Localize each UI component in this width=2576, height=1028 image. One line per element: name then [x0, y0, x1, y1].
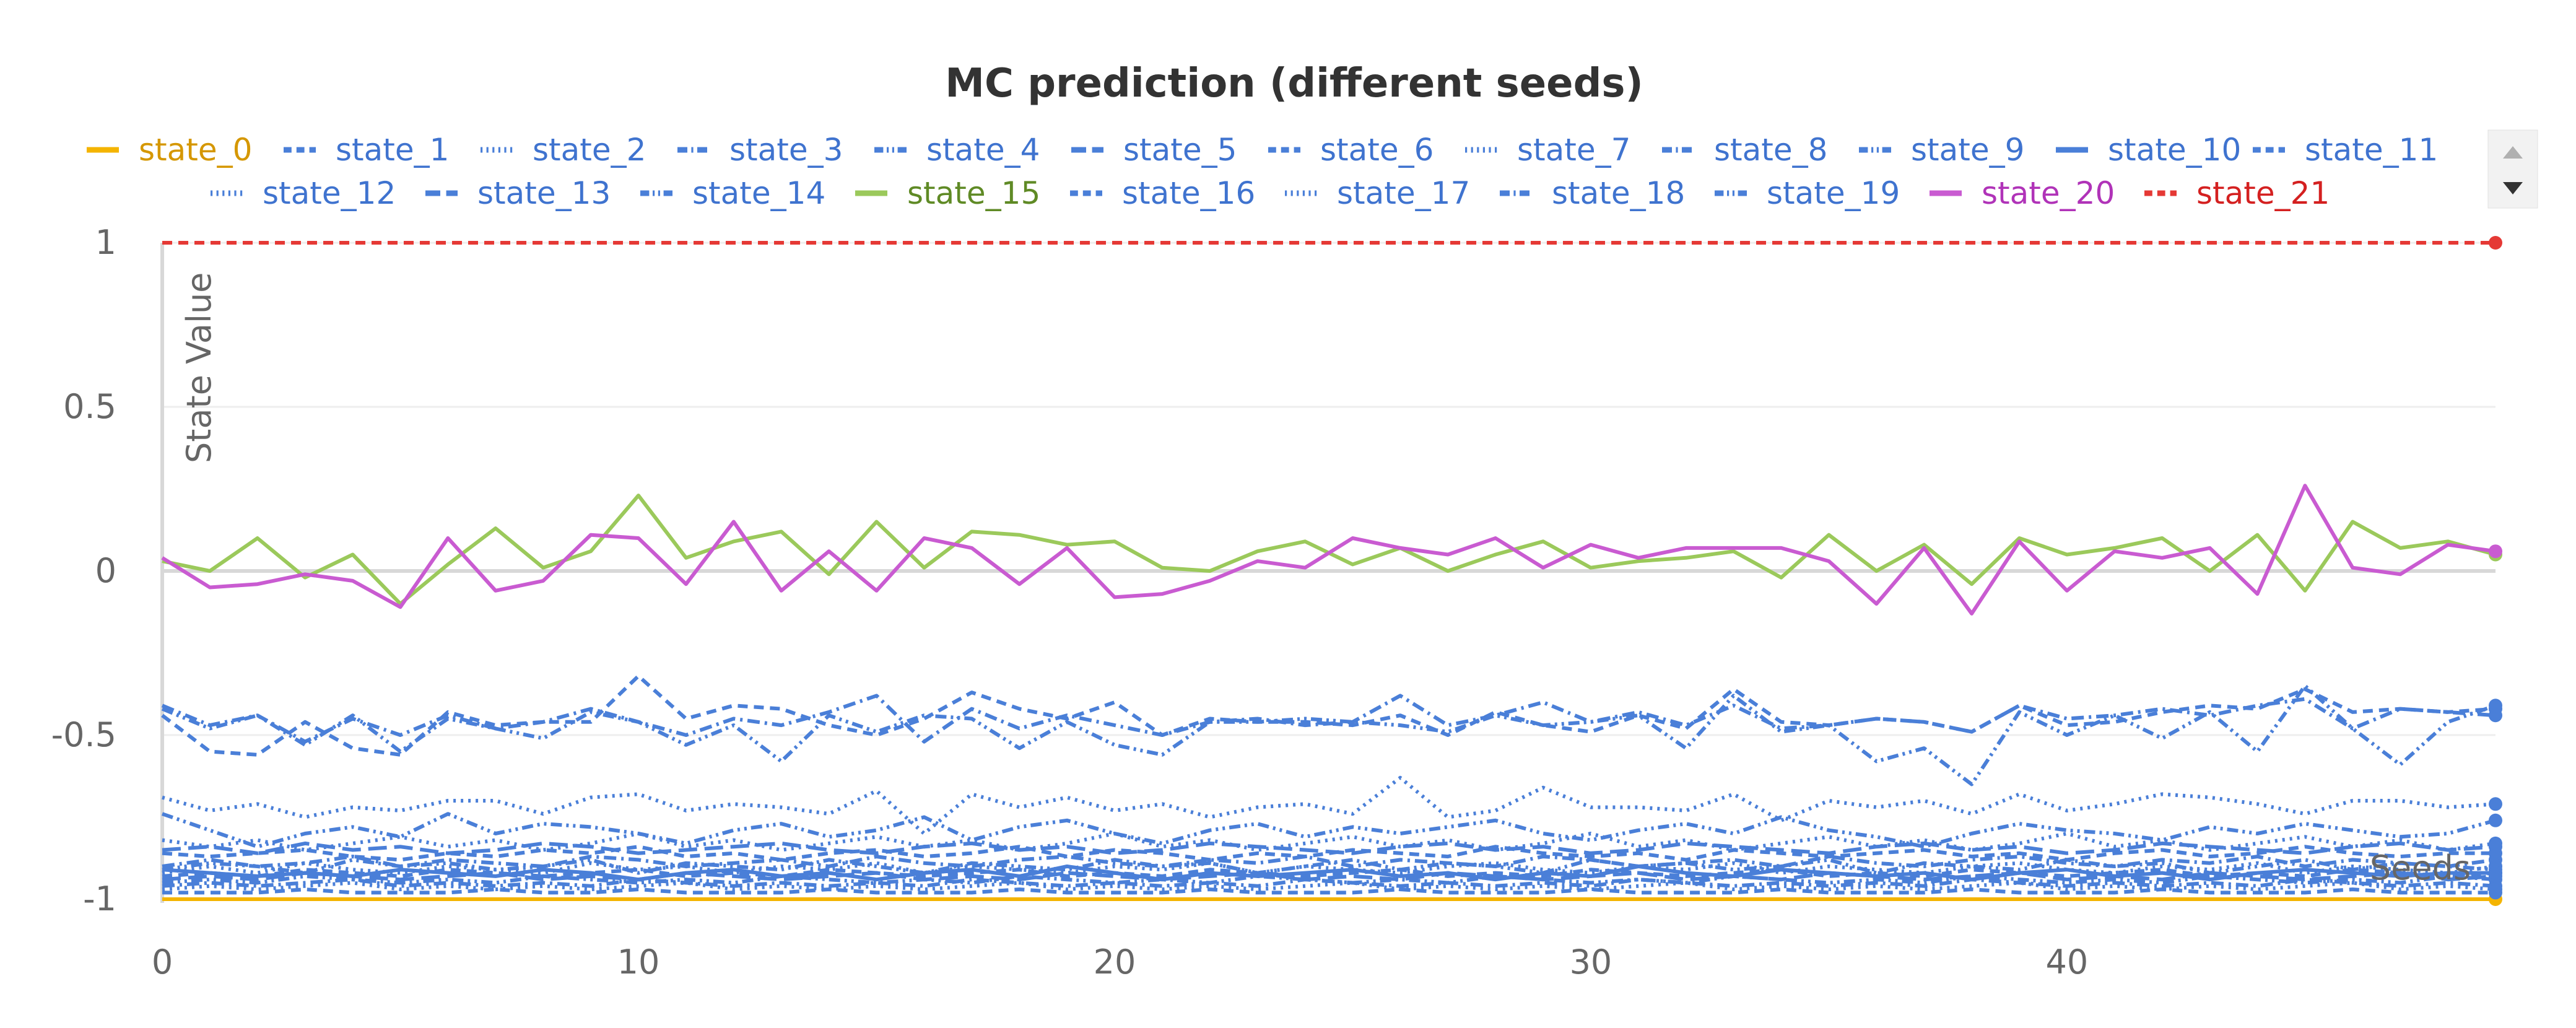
legend-item-state-8[interactable]: state_8 — [1714, 132, 1827, 168]
legend-item-state-15[interactable]: state_15 — [907, 175, 1040, 211]
chart-title: MC prediction (different seeds) — [945, 61, 1643, 107]
x-tick-label: 40 — [2046, 943, 2089, 982]
series-line-state-14 — [162, 812, 2496, 849]
series-end-point — [2489, 236, 2502, 250]
x-tick-label: 10 — [617, 943, 660, 982]
legend-item-state-21[interactable]: state_21 — [2196, 175, 2330, 211]
x-tick-label: 0 — [152, 943, 173, 982]
legend-item-state-16[interactable]: state_16 — [1122, 175, 1255, 211]
series-end-point — [2489, 866, 2502, 880]
series-lines — [161, 236, 2502, 906]
legend-item-state-6[interactable]: state_6 — [1320, 132, 1434, 168]
legend-item-state-20[interactable]: state_20 — [1982, 175, 2115, 211]
series-line-state-4 — [162, 874, 2496, 885]
triangle-down-icon[interactable] — [2503, 182, 2523, 194]
y-tick-label: 0 — [95, 551, 116, 590]
legend-item-state-0[interactable]: state_0 — [139, 132, 252, 168]
series-line-state-18 — [161, 694, 2496, 744]
legend-item-state-19[interactable]: state_19 — [1767, 175, 1900, 211]
legend-item-state-5[interactable]: state_5 — [1123, 132, 1237, 168]
series-line-state-13 — [162, 841, 2496, 855]
y-tick-label: 1 — [95, 223, 116, 262]
legend-item-state-18[interactable]: state_18 — [1552, 175, 1685, 211]
legend-item-state-17[interactable]: state_17 — [1337, 175, 1470, 211]
legend-item-state-4[interactable]: state_4 — [926, 132, 1040, 168]
legend-item-state-7[interactable]: state_7 — [1517, 132, 1630, 168]
series-end-point — [2489, 836, 2502, 850]
y-axis-ticks: 1 0.5 0 -0.5 -1 — [51, 223, 116, 918]
y-tick-label: 0.5 — [63, 387, 116, 426]
legend-item-state-11[interactable]: state_11 — [2305, 132, 2438, 168]
legend-item-state-3[interactable]: state_3 — [729, 132, 843, 168]
series-end-point — [2489, 813, 2502, 827]
series-line-state-1 — [162, 887, 2496, 895]
series-end-point — [2489, 708, 2502, 723]
series-end-point — [2489, 544, 2502, 559]
x-axis-label: Seeds — [2370, 848, 2471, 887]
legend-item-state-1[interactable]: state_1 — [336, 132, 449, 168]
legend-item-state-10[interactable]: state_10 — [2108, 132, 2241, 168]
series-line-state-9 — [162, 858, 2496, 875]
series-line-state-16 — [161, 674, 2496, 757]
grid — [162, 242, 2496, 900]
series-line-state-20 — [161, 484, 2496, 616]
legend: state_0 state_1 state_2 state_3 state_4 state… — [87, 132, 2438, 211]
y-axis-label: State Value — [180, 272, 219, 463]
x-axis-ticks: 0 10 20 30 40 — [152, 943, 2088, 982]
x-tick-label: 20 — [1094, 943, 1136, 982]
series-line-state-17 — [162, 832, 2496, 852]
legend-scroll[interactable] — [2487, 129, 2538, 209]
y-tick-label: -0.5 — [51, 715, 116, 754]
legend-item-state-13[interactable]: state_13 — [477, 175, 611, 211]
series-end-point — [2489, 797, 2502, 811]
x-tick-label: 30 — [1570, 943, 1612, 982]
legend-item-state-9[interactable]: state_9 — [1911, 132, 2024, 168]
legend-item-state-14[interactable]: state_14 — [692, 175, 825, 211]
y-tick-label: -1 — [83, 879, 116, 918]
legend-item-state-12[interactable]: state_12 — [263, 175, 396, 211]
series-line-state-10 — [162, 865, 2496, 882]
series-line-state-19 — [161, 684, 2496, 786]
triangle-up-icon[interactable] — [2503, 146, 2523, 159]
series-end-point — [2489, 699, 2502, 713]
series-line-state-12 — [162, 775, 2496, 835]
legend-item-state-2[interactable]: state_2 — [533, 132, 646, 168]
